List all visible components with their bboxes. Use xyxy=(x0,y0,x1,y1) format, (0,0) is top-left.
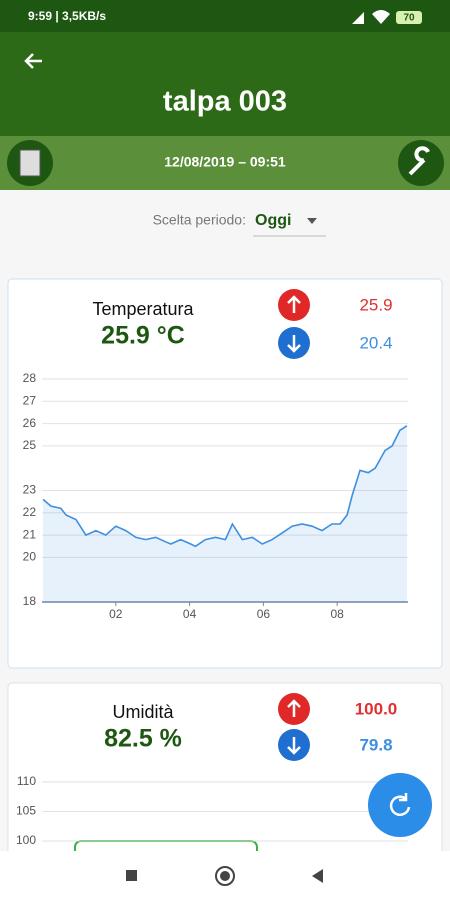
period-value[interactable]: Oggi xyxy=(255,212,291,229)
y-tick-label: 18 xyxy=(23,594,37,608)
app-bar xyxy=(0,32,450,136)
back-button[interactable] xyxy=(24,53,42,69)
area xyxy=(43,425,407,602)
y-tick-label: 100 xyxy=(16,833,36,847)
y-tick-label: 105 xyxy=(16,804,36,818)
wrench-icon xyxy=(408,146,430,176)
y-tick-label: 28 xyxy=(23,371,37,385)
battery-level: 70 xyxy=(403,13,415,24)
y-tick-label: 27 xyxy=(23,393,37,407)
min-value: 79.8 xyxy=(359,735,392,754)
line xyxy=(42,425,408,548)
max-value: 100.0 xyxy=(355,699,398,718)
y-tick-label: 23 xyxy=(23,483,37,497)
period-label: Scelta periodo: xyxy=(153,212,246,228)
card-title: Temperatura xyxy=(92,299,194,319)
up-arrow xyxy=(287,295,301,313)
x-tick-label: 04 xyxy=(183,607,197,621)
y-tick-label: 22 xyxy=(23,505,37,519)
temperature-card xyxy=(7,278,443,669)
page-title: talpa 003 xyxy=(163,86,287,118)
signal-icon xyxy=(352,12,364,24)
card-title: Umidità xyxy=(112,702,174,722)
wifi-icon xyxy=(372,10,390,24)
y-tick-label: 20 xyxy=(23,550,37,564)
down-arrow xyxy=(287,335,301,353)
dropdown-arrow[interactable] xyxy=(307,218,317,224)
x-tick-label: 06 xyxy=(257,607,271,621)
status-time: 9:59 | 3,5KB/s xyxy=(28,9,106,23)
max-value: 25.9 xyxy=(359,295,392,314)
refresh-button[interactable] xyxy=(368,773,432,837)
y-tick-label: 21 xyxy=(23,527,37,541)
min-value: 20.4 xyxy=(359,333,392,352)
y-tick-label: 26 xyxy=(23,416,37,430)
battery-icon xyxy=(396,11,422,24)
home-button[interactable] xyxy=(215,866,235,886)
recents-button[interactable] xyxy=(126,870,137,881)
timestamp: 12/08/2019 – 09:51 xyxy=(164,154,286,170)
home-dot xyxy=(220,871,230,881)
x-tick-label: 02 xyxy=(109,607,123,621)
back-nav-button[interactable] xyxy=(312,869,323,883)
current-value: 82.5 % xyxy=(104,725,182,753)
x-tick-label: 08 xyxy=(330,607,344,621)
sub-bar xyxy=(0,136,450,190)
y-tick-label: 25 xyxy=(23,438,37,452)
down-arrow xyxy=(287,737,301,755)
refresh-icon xyxy=(389,793,411,816)
y-tick-label: 110 xyxy=(17,774,36,788)
up-arrow xyxy=(287,699,301,717)
current-value: 25.9 °C xyxy=(101,322,185,350)
report-icon xyxy=(19,149,41,177)
